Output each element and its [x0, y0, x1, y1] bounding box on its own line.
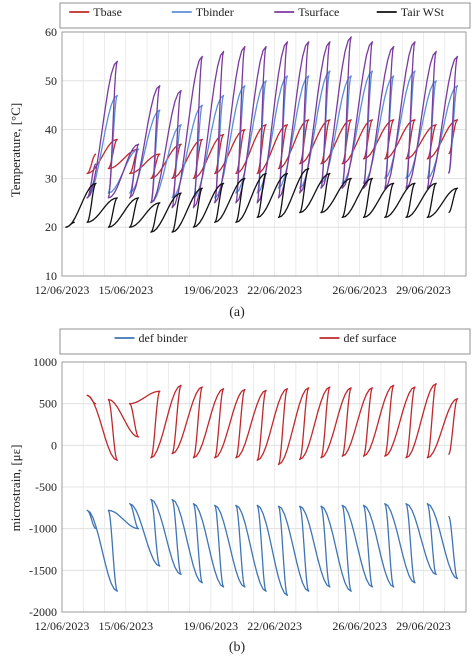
y-tick-label: -1000 [29, 522, 57, 536]
x-tick-labels: 12/06/2023 15/06/2023 19/06/2023 22/06/2023… [35, 619, 451, 633]
plot-frame [61, 361, 467, 613]
y-axis-label: microstrain, [με] [8, 445, 23, 532]
x-tick-label: 29/06/2023 [396, 283, 451, 297]
y-tick-label: 30 [45, 171, 57, 185]
x-tick-label: 15/06/2023 [98, 283, 153, 297]
legend-label: Tair WSt [401, 5, 445, 19]
y-tick-label: 20 [45, 220, 57, 234]
legend: Tbase Tbinder Tsurface Tair WSt [69, 5, 445, 19]
x-tick-label: 26/06/2023 [332, 619, 387, 633]
x-tick-label: 29/06/2023 [396, 619, 451, 633]
x-tick-label: 22/06/2023 [247, 283, 302, 297]
y-tick-labels: -2000 -1500 -1000 -500 0 500 1000 [29, 355, 57, 619]
x-tick-labels: 12/06/2023 15/06/2023 19/06/2023 22/06/2023… [35, 283, 451, 297]
plot-frame [61, 31, 467, 277]
series-group [86, 383, 459, 596]
temperature-chart: Tbase Tbinder Tsurface Tair WSt 10 20 30 40 50 6… [8, 2, 471, 320]
x-tick-label: 26/06/2023 [332, 283, 387, 297]
y-tick-label: 0 [51, 438, 57, 452]
panel-label: (a) [229, 305, 245, 320]
legend-box [59, 328, 471, 355]
y-tick-label: 10 [45, 269, 57, 283]
y-tick-label: 1000 [33, 355, 57, 369]
x-tick-label: 19/06/2023 [184, 619, 239, 633]
panel-label: (b) [229, 640, 246, 655]
legend-label: Tbase [93, 5, 122, 19]
y-axis-label: Temperature, [°C] [8, 103, 23, 198]
y-tick-label: 50 [45, 74, 57, 88]
legend: def binder def surface [114, 331, 397, 345]
y-tick-label: -1500 [29, 563, 57, 577]
legend-label: Tbinder [196, 5, 234, 19]
y-tick-labels: 10 20 30 40 50 60 [45, 25, 57, 283]
y-tick-label: 60 [45, 25, 57, 39]
x-tick-label: 12/06/2023 [35, 619, 90, 633]
x-tick-label: 15/06/2023 [98, 619, 153, 633]
x-tick-label: 12/06/2023 [35, 283, 90, 297]
legend-label: def binder [139, 331, 188, 345]
series-line-tair-wst [65, 167, 459, 233]
legend-label: def surface [344, 331, 397, 345]
y-tick-label: 40 [45, 123, 57, 137]
legend-box [59, 2, 471, 29]
y-tick-label: -500 [35, 480, 57, 494]
series-group [65, 36, 459, 233]
series-line-tbinder [86, 70, 459, 204]
x-tick-label: 22/06/2023 [247, 619, 302, 633]
series-line-def-binder [86, 498, 459, 596]
y-tick-label: -2000 [29, 605, 57, 619]
series-line-tsurface [86, 36, 459, 209]
y-tick-label: 500 [39, 397, 57, 411]
microstrain-chart: def binder def surface -2000 -1500 -1000 -50… [8, 328, 471, 655]
x-tick-label: 19/06/2023 [184, 283, 239, 297]
series-line-def-surface [86, 383, 459, 466]
legend-label: Tsurface [298, 5, 339, 19]
